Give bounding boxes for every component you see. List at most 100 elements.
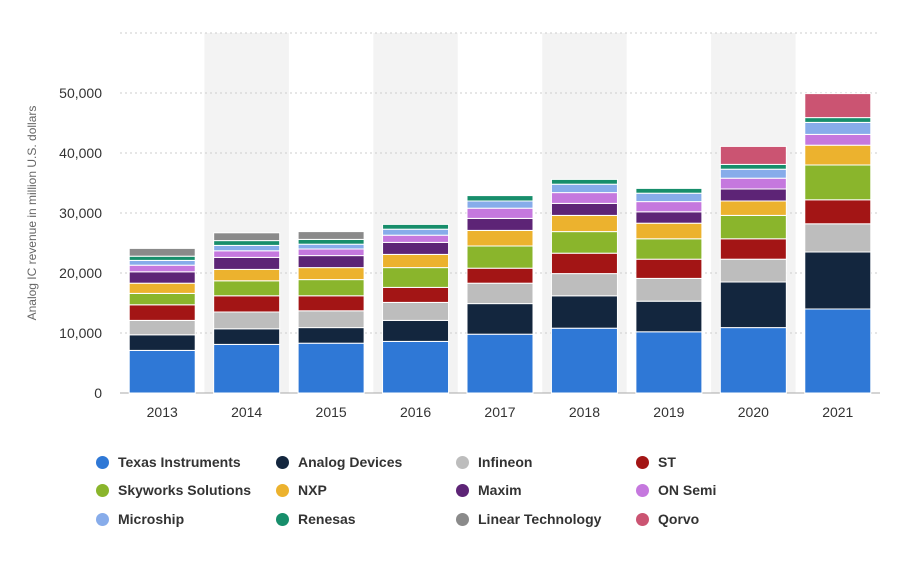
bar-segment[interactable] [466,282,534,305]
bar-segment[interactable] [297,327,365,344]
bar-segment[interactable] [635,258,703,279]
bar-segment[interactable] [382,286,450,303]
bar-segment[interactable] [804,251,872,310]
bar-segment[interactable] [128,304,196,321]
bar-segment[interactable] [804,144,872,166]
bar-segment[interactable] [719,163,787,170]
bar-segment[interactable] [635,222,703,240]
bar-segment[interactable] [719,238,787,260]
legend-item[interactable]: Linear Technology [456,509,601,529]
bar-segment[interactable] [297,243,365,250]
bar-segment[interactable] [635,277,703,302]
bar-segment[interactable] [466,217,534,231]
bar-segment[interactable] [382,319,450,342]
legend-item[interactable]: ST [636,452,676,472]
bar-segment[interactable] [804,308,872,394]
bar-segment[interactable] [719,327,787,394]
bar-segment[interactable] [466,267,534,284]
bar-segment[interactable] [213,295,281,313]
bar-segment[interactable] [550,231,618,254]
bar-segment[interactable] [804,117,872,123]
bar-segment[interactable] [128,319,196,336]
bar-segment[interactable] [297,231,365,240]
bar-segment[interactable] [635,300,703,333]
bar-segment[interactable] [550,252,618,275]
bar-segment[interactable] [297,310,365,329]
bar-segment[interactable] [719,214,787,240]
bar-segment[interactable] [128,264,196,273]
bar-segment[interactable] [466,303,534,335]
legend-item[interactable]: Maxim [456,480,522,500]
legend-item[interactable]: Renesas [276,509,356,529]
bar-segment[interactable] [213,232,281,242]
bar-segment[interactable] [297,295,365,312]
bar-segment[interactable] [466,207,534,219]
bar-segment[interactable] [128,334,196,351]
bar-segment[interactable] [635,201,703,213]
bar-segment[interactable] [382,253,450,269]
bar-segment[interactable] [128,255,196,261]
bar-segment[interactable] [128,247,196,257]
bar-segment[interactable] [297,238,365,245]
bar-segment[interactable] [297,248,365,257]
legend-item[interactable]: NXP [276,480,327,500]
bar-segment[interactable] [804,199,872,225]
bar-segment[interactable] [213,256,281,270]
bar-segment[interactable] [382,228,450,236]
bar-segment[interactable] [466,195,534,202]
bar-segment[interactable] [128,271,196,284]
bar-segment[interactable] [719,281,787,329]
bar-segment[interactable] [128,292,196,306]
bar-segment[interactable] [635,238,703,260]
bar-segment[interactable] [128,349,196,394]
bar-segment[interactable] [382,241,450,255]
bar-segment[interactable] [213,244,281,252]
legend-item[interactable]: Analog Devices [276,452,402,472]
bar-segment[interactable] [635,211,703,224]
bar-segment[interactable] [719,188,787,202]
bar-segment[interactable] [128,282,196,294]
bar-segment[interactable] [719,145,787,165]
bar-segment[interactable] [550,327,618,394]
bar-segment[interactable] [466,229,534,247]
bar-segment[interactable] [804,164,872,201]
bar-segment[interactable] [804,93,872,119]
legend-item[interactable]: Texas Instruments [96,452,241,472]
bar-segment[interactable] [719,168,787,179]
bar-segment[interactable] [550,214,618,233]
bar-segment[interactable] [213,240,281,246]
bar-segment[interactable] [382,301,450,321]
bar-segment[interactable] [550,178,618,185]
bar-segment[interactable] [213,328,281,345]
bar-segment[interactable] [382,223,450,230]
bar-segment[interactable] [804,133,872,146]
legend-item[interactable]: Infineon [456,452,532,472]
bar-segment[interactable] [550,273,618,297]
bar-segment[interactable] [213,268,281,282]
bar-segment[interactable] [382,234,450,243]
bar-segment[interactable] [297,342,365,394]
bar-segment[interactable] [466,333,534,394]
bar-segment[interactable] [550,202,618,216]
bar-segment[interactable] [297,279,365,297]
bar-segment[interactable] [550,295,618,329]
bar-segment[interactable] [213,280,281,297]
legend-item[interactable]: Microship [96,509,184,529]
bar-segment[interactable] [719,258,787,283]
legend-item[interactable]: Qorvo [636,509,699,529]
bar-segment[interactable] [550,192,618,204]
legend-item[interactable]: ON Semi [636,480,716,500]
bar-segment[interactable] [635,192,703,203]
bar-segment[interactable] [128,259,196,266]
bar-segment[interactable] [719,200,787,216]
bar-segment[interactable] [635,331,703,394]
bar-segment[interactable] [213,250,281,258]
bar-segment[interactable] [466,200,534,209]
bar-segment[interactable] [382,340,450,394]
bar-segment[interactable] [297,255,365,269]
bar-segment[interactable] [382,267,450,288]
bar-segment[interactable] [804,223,872,253]
bar-segment[interactable] [213,311,281,330]
bar-segment[interactable] [297,267,365,281]
bar-segment[interactable] [635,187,703,194]
